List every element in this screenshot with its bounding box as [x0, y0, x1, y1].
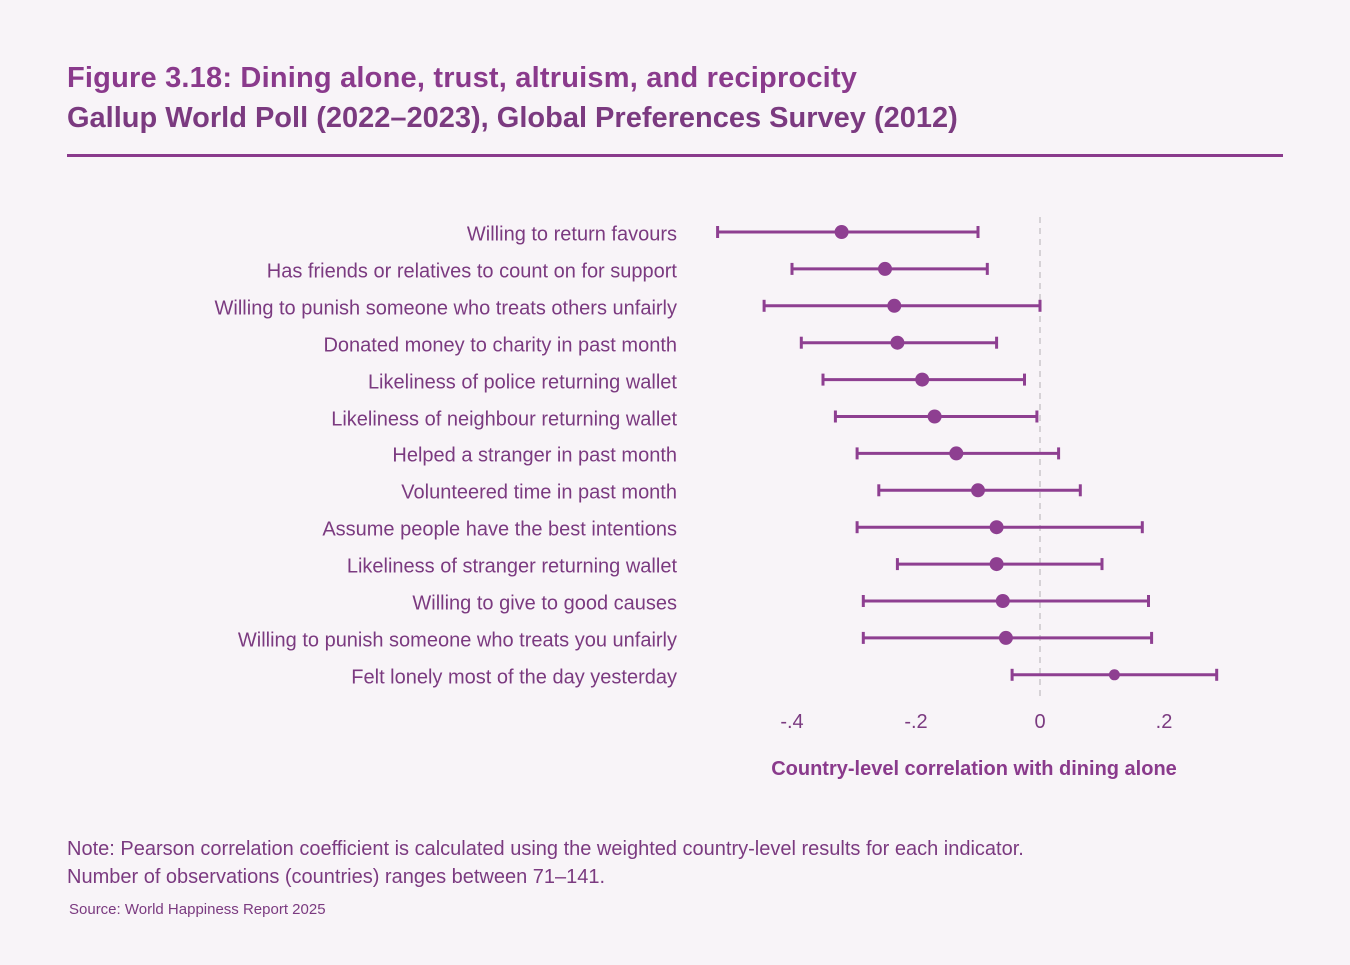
figure-subtitle: Gallup World Poll (2022–2023), Global Pr…	[67, 102, 958, 134]
correlation-point	[927, 409, 942, 424]
category-label: Willing to punish someone who treats oth…	[214, 297, 677, 320]
note-line-1: Note: Pearson correlation coefficient is…	[67, 838, 1024, 860]
category-label: Likeliness of stranger returning wallet	[346, 555, 677, 578]
category-label: Volunteered time in past month	[401, 481, 677, 504]
category-label: Helped a stranger in past month	[392, 444, 677, 467]
correlation-point	[995, 594, 1010, 608]
category-label: Assume people have the best intentions	[322, 518, 677, 541]
source-credit: Source: World Happiness Report 2025	[69, 901, 326, 918]
correlation-point	[887, 298, 902, 313]
figure-note: Note: Pearson correlation coefficient is…	[67, 835, 1024, 891]
correlation-point	[1108, 669, 1120, 681]
x-tick-label: .2	[1155, 711, 1173, 733]
x-axis-label: Country-level correlation with dining al…	[771, 758, 1177, 780]
category-label: Felt lonely most of the day yesterday	[351, 666, 677, 689]
correlation-point	[890, 335, 905, 350]
correlation-point	[878, 261, 892, 276]
correlation-point	[989, 520, 1004, 535]
correlation-point	[949, 446, 964, 461]
correlation-point	[998, 630, 1013, 645]
x-tick-label: -.2	[904, 711, 928, 733]
figure-title: Figure 3.18: Dining alone, trust, altrui…	[67, 62, 858, 94]
category-label: Willing to return favours	[466, 223, 677, 246]
x-tick-label: -.4	[780, 711, 804, 733]
correlation-point	[971, 483, 985, 498]
category-label: Willing to punish someone who treats you…	[237, 629, 677, 652]
title-divider	[67, 154, 1283, 157]
category-label: Willing to give to good causes	[412, 592, 677, 615]
note-line-2: Number of observations (countries) range…	[67, 866, 606, 888]
category-label: Likeliness of police returning wallet	[367, 371, 677, 394]
category-label: Donated money to charity in past month	[323, 334, 677, 357]
x-tick-label: 0	[1034, 711, 1046, 733]
correlation-point	[834, 225, 849, 239]
category-label: Likeliness of neighbour returning wallet	[331, 408, 677, 430]
category-label: Has friends or relatives to count on for…	[266, 260, 677, 283]
correlation-point	[915, 372, 930, 387]
correlation-point	[989, 557, 1004, 572]
